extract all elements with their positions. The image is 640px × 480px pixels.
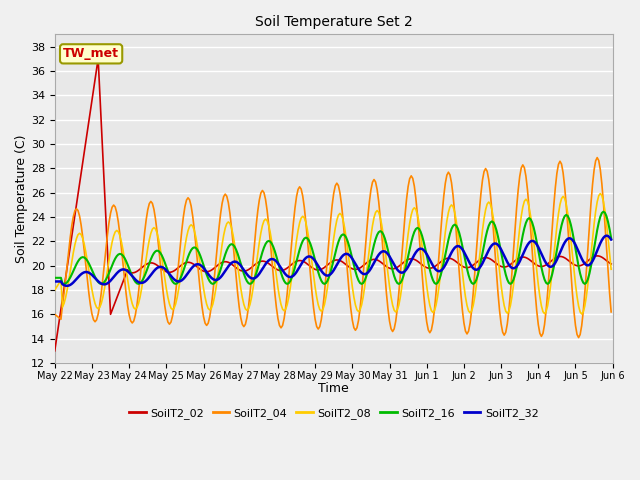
Legend: SoilT2_02, SoilT2_04, SoilT2_08, SoilT2_16, SoilT2_32: SoilT2_02, SoilT2_04, SoilT2_08, SoilT2_… xyxy=(124,403,543,423)
X-axis label: Time: Time xyxy=(318,382,349,395)
Title: Soil Temperature Set 2: Soil Temperature Set 2 xyxy=(255,15,413,29)
Y-axis label: Soil Temperature (C): Soil Temperature (C) xyxy=(15,134,28,263)
Text: TW_met: TW_met xyxy=(63,48,119,60)
